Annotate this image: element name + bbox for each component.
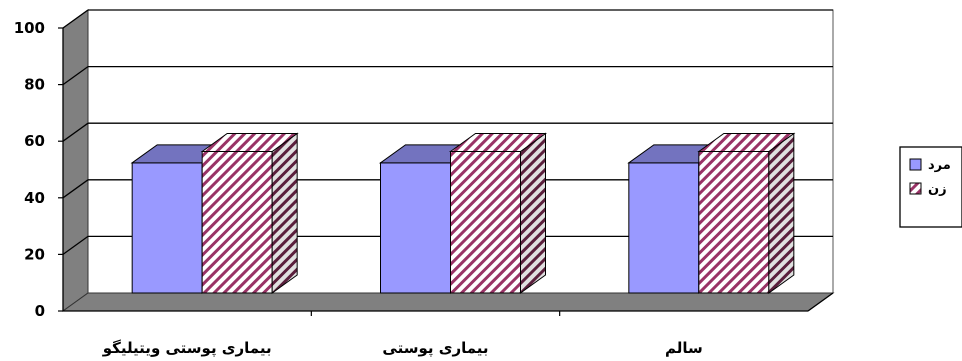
gridline-side [62,66,89,86]
bar [131,162,203,294]
bar-top [448,133,548,152]
gridline-side [62,235,89,255]
bar-top [200,133,299,152]
floor [61,292,835,312]
y-tick-label: 80 [24,76,45,94]
chart-axes [58,27,834,316]
x-category-label: سالم [665,339,703,357]
y-tick-label: 40 [24,189,45,207]
y-tick-label: 100 [14,19,45,37]
bar-side [271,132,298,294]
y-tick-label: 20 [24,245,45,263]
legend-label: زن [928,182,947,197]
chart-legend: مرد زن [899,146,962,228]
bar [450,151,521,294]
y-tick-label: 0 [35,302,45,320]
x-axis-depth [807,292,834,312]
x-category-label: بیماری پوستی [382,339,488,358]
bar-side [520,132,546,294]
chart-bars [130,132,796,294]
x-category-label: بیماری پوستی ویتیلیگو [102,339,272,358]
gridline-side [62,9,89,29]
bar [201,151,273,294]
gridline-side [62,179,89,199]
side-wall [62,9,89,312]
bar-top [697,133,796,152]
legend-label: مرد [928,158,951,173]
chart-labels: 0 20 40 60 80 100 بیماری پوستی ویتیلیگو بیماری … [14,19,703,358]
bar [628,162,700,294]
gridline-side [62,122,89,142]
legend-swatch [909,182,922,195]
legend-swatch [909,158,922,171]
y-tick-label: 60 [24,132,45,150]
bar [380,162,451,294]
bar-side [768,132,795,294]
bar [698,151,770,294]
